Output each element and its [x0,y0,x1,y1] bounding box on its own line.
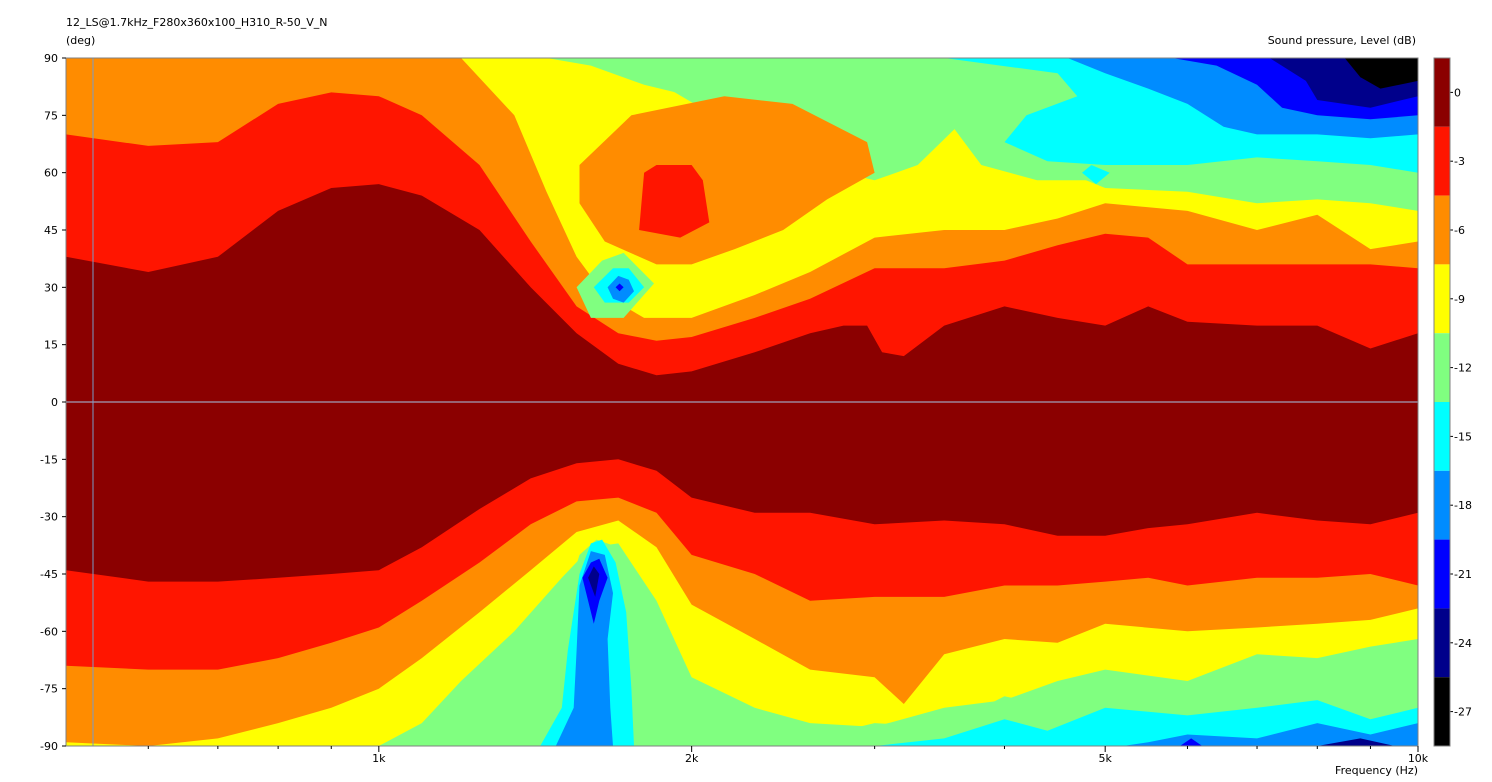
null-lower-4 [588,566,600,597]
colorbar-swatch [1434,333,1450,402]
colorbar-swatch [1434,195,1450,265]
colorbar-label: Sound pressure, Level (dB) [1268,34,1416,47]
colorbar-label: -6 [1454,224,1465,237]
colorbar-swatch [1434,126,1450,196]
y-tick-label: 90 [44,52,58,65]
x-tick-label: 1k [372,752,386,765]
y-tick-label: 60 [44,167,58,180]
x-axis-label: Frequency (Hz) [1335,764,1418,777]
y-tick-label: 0 [51,396,58,409]
upper-null-region-7 [1082,165,1110,185]
y-tick-label: -15 [40,453,58,466]
x-tick-label: 5k [1098,752,1112,765]
colorbar-label: -18 [1454,499,1472,512]
contour-band-0 [66,184,1418,582]
colorbar-swatch [1434,608,1450,678]
colorbar-swatch [1434,402,1450,471]
colorbar-label: -21 [1454,568,1472,581]
colorbar-label: 0 [1454,86,1461,99]
colorbar-label: -12 [1454,362,1472,375]
lower-null-region-3 [1179,738,1203,746]
colorbar-label: -27 [1454,706,1472,719]
y-tick-label: -30 [40,511,58,524]
colorbar-label: -15 [1454,430,1472,443]
y-axis: 90 75 60 45 30 15 0 -15 -30 -45 -60 -75 -90 [40,52,66,753]
y-tick-label: -45 [40,568,58,581]
chart-title: 12_LS@1.7kHz_F280x360x100_H310_R-50_V_N [66,16,328,29]
x-tick-label: 10k [1408,752,1429,765]
colorbar-label: -3 [1454,155,1465,168]
lower-null-region-4 [1317,738,1395,746]
y-tick-label: 15 [44,339,58,352]
colorbar-swatch [1434,58,1450,127]
lower-null-region-2 [1122,723,1418,746]
null-upper-3 [615,283,624,292]
colorbar-swatch [1434,677,1450,746]
colorbar-swatch [1434,470,1450,540]
colorbar: 0 -3 -6 -9 -12 -15 -18 -21 -24 -27 [1433,57,1472,747]
y-tick-label: 45 [44,224,58,237]
x-axis: 1k 2k 5k 10k [147,746,1429,765]
colorbar-label: -24 [1454,637,1472,650]
colorbar-frame [1433,57,1451,747]
y-tick-label: -90 [40,740,58,753]
y-tick-label: -60 [40,625,58,638]
colorbar-label: -9 [1454,293,1465,306]
pocket-red [639,165,710,238]
y-tick-label: -75 [40,683,58,696]
y-axis-label: (deg) [66,34,95,47]
y-tick-label: 75 [44,109,58,122]
colorbar-swatch [1434,264,1450,334]
reference-lines [66,58,1418,746]
colorbar-swatch [1434,539,1450,609]
upper-null-region-6 [1344,58,1418,89]
y-tick-label: 30 [44,281,58,294]
x-tick-label: 2k [685,752,699,765]
